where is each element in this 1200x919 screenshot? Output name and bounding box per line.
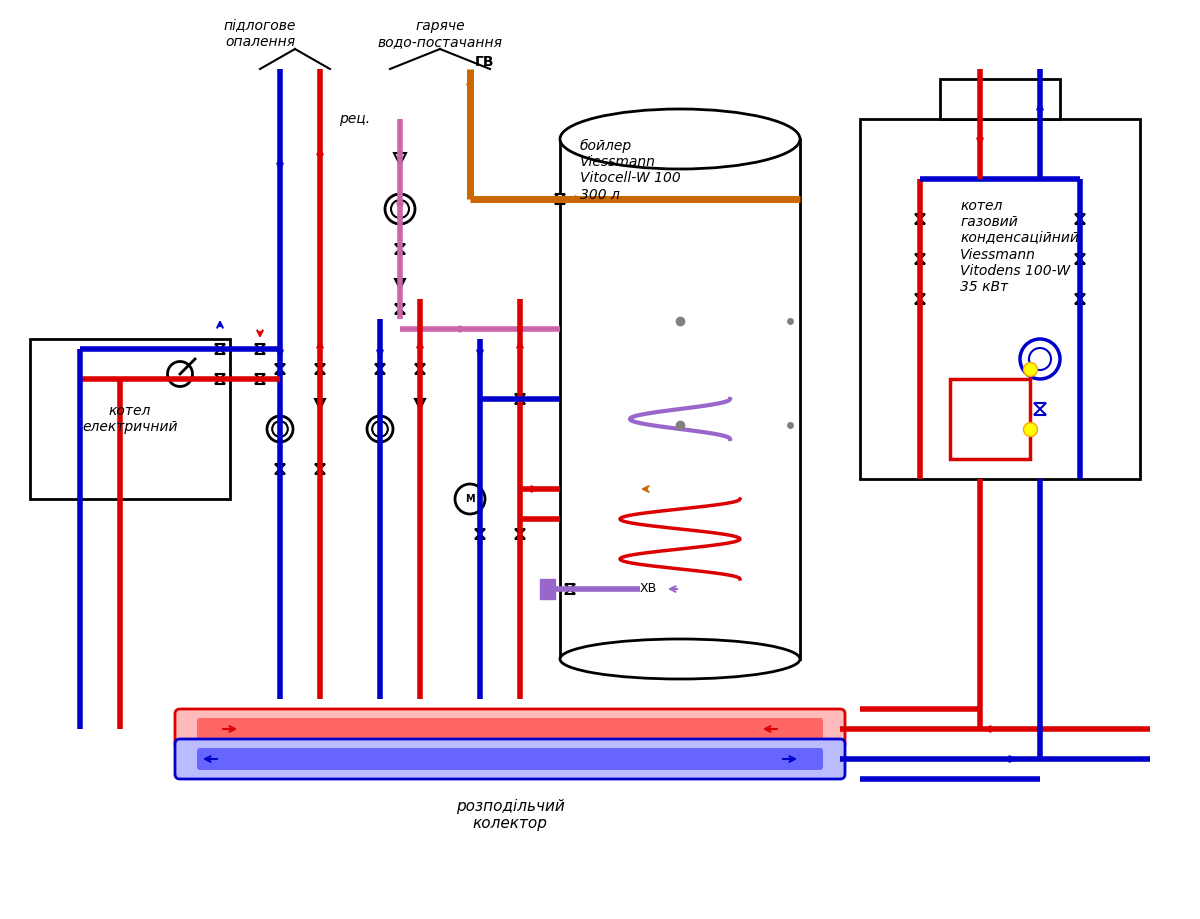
Polygon shape: [395, 249, 406, 254]
Polygon shape: [374, 369, 385, 374]
Ellipse shape: [560, 639, 800, 679]
Polygon shape: [916, 294, 925, 299]
FancyBboxPatch shape: [175, 739, 845, 779]
Text: гаряче
водо-постачання: гаряче водо-постачання: [378, 18, 503, 49]
Polygon shape: [215, 374, 226, 379]
Polygon shape: [415, 399, 425, 409]
Polygon shape: [256, 349, 265, 354]
Polygon shape: [395, 244, 406, 249]
Polygon shape: [275, 364, 286, 369]
Circle shape: [455, 484, 485, 514]
Polygon shape: [916, 214, 925, 219]
Ellipse shape: [560, 109, 800, 169]
Polygon shape: [554, 194, 565, 199]
Polygon shape: [275, 469, 286, 474]
Polygon shape: [565, 584, 575, 589]
Text: рец.: рец.: [338, 112, 370, 126]
Polygon shape: [1075, 219, 1085, 224]
Circle shape: [266, 416, 293, 442]
Polygon shape: [256, 344, 265, 349]
FancyBboxPatch shape: [197, 748, 823, 770]
Bar: [560, 139, 800, 659]
Circle shape: [1020, 339, 1060, 379]
Bar: [30, 339, 230, 499]
Text: бойлер
Viessmann
Vitocell-W 100
300 л: бойлер Viessmann Vitocell-W 100 300 л: [580, 139, 680, 201]
Circle shape: [367, 416, 394, 442]
Text: ХВ: ХВ: [640, 583, 658, 596]
Text: підлогове
опалення: підлогове опалення: [224, 18, 296, 49]
Circle shape: [391, 200, 409, 218]
Polygon shape: [916, 219, 925, 224]
Polygon shape: [1075, 214, 1085, 219]
Circle shape: [272, 421, 288, 437]
Circle shape: [1030, 348, 1051, 370]
Polygon shape: [475, 534, 485, 539]
Polygon shape: [314, 464, 325, 469]
Polygon shape: [1075, 299, 1085, 304]
Polygon shape: [415, 364, 425, 369]
Polygon shape: [314, 364, 325, 369]
Bar: [950, 379, 1030, 459]
Polygon shape: [275, 369, 286, 374]
Polygon shape: [554, 199, 565, 204]
Circle shape: [372, 421, 388, 437]
Polygon shape: [395, 279, 406, 289]
Polygon shape: [314, 369, 325, 374]
Polygon shape: [415, 369, 425, 374]
Text: розподільчий
колектор: розподільчий колектор: [456, 799, 564, 832]
Polygon shape: [215, 379, 226, 384]
Polygon shape: [1075, 254, 1085, 259]
Polygon shape: [916, 254, 925, 259]
Bar: [540, 579, 554, 599]
Polygon shape: [515, 394, 526, 399]
Polygon shape: [215, 349, 226, 354]
Bar: [860, 119, 1140, 479]
Polygon shape: [256, 374, 265, 379]
Polygon shape: [515, 529, 526, 534]
Polygon shape: [395, 304, 406, 309]
Polygon shape: [1075, 294, 1085, 299]
Polygon shape: [256, 379, 265, 384]
FancyBboxPatch shape: [197, 718, 823, 740]
Polygon shape: [215, 344, 226, 349]
FancyBboxPatch shape: [175, 709, 845, 749]
Polygon shape: [916, 299, 925, 304]
Polygon shape: [475, 529, 485, 534]
Text: котел
електричний: котел електричний: [83, 403, 178, 434]
Text: M: M: [466, 494, 475, 504]
Circle shape: [385, 194, 415, 224]
Polygon shape: [916, 259, 925, 264]
Text: ГВ: ГВ: [475, 55, 494, 69]
Polygon shape: [395, 309, 406, 314]
Text: котел
газовий
конденсаційний
Viessmann
Vitodens 100-W
35 кВт: котел газовий конденсаційний Viessmann V…: [960, 199, 1079, 294]
Polygon shape: [565, 589, 575, 594]
Polygon shape: [1034, 409, 1046, 415]
Polygon shape: [515, 399, 526, 404]
Polygon shape: [374, 364, 385, 369]
Polygon shape: [275, 464, 286, 469]
Polygon shape: [314, 469, 325, 474]
Polygon shape: [394, 153, 406, 165]
Polygon shape: [1034, 403, 1046, 409]
Polygon shape: [314, 399, 325, 409]
Polygon shape: [515, 534, 526, 539]
Polygon shape: [1075, 259, 1085, 264]
Bar: [940, 79, 1060, 119]
